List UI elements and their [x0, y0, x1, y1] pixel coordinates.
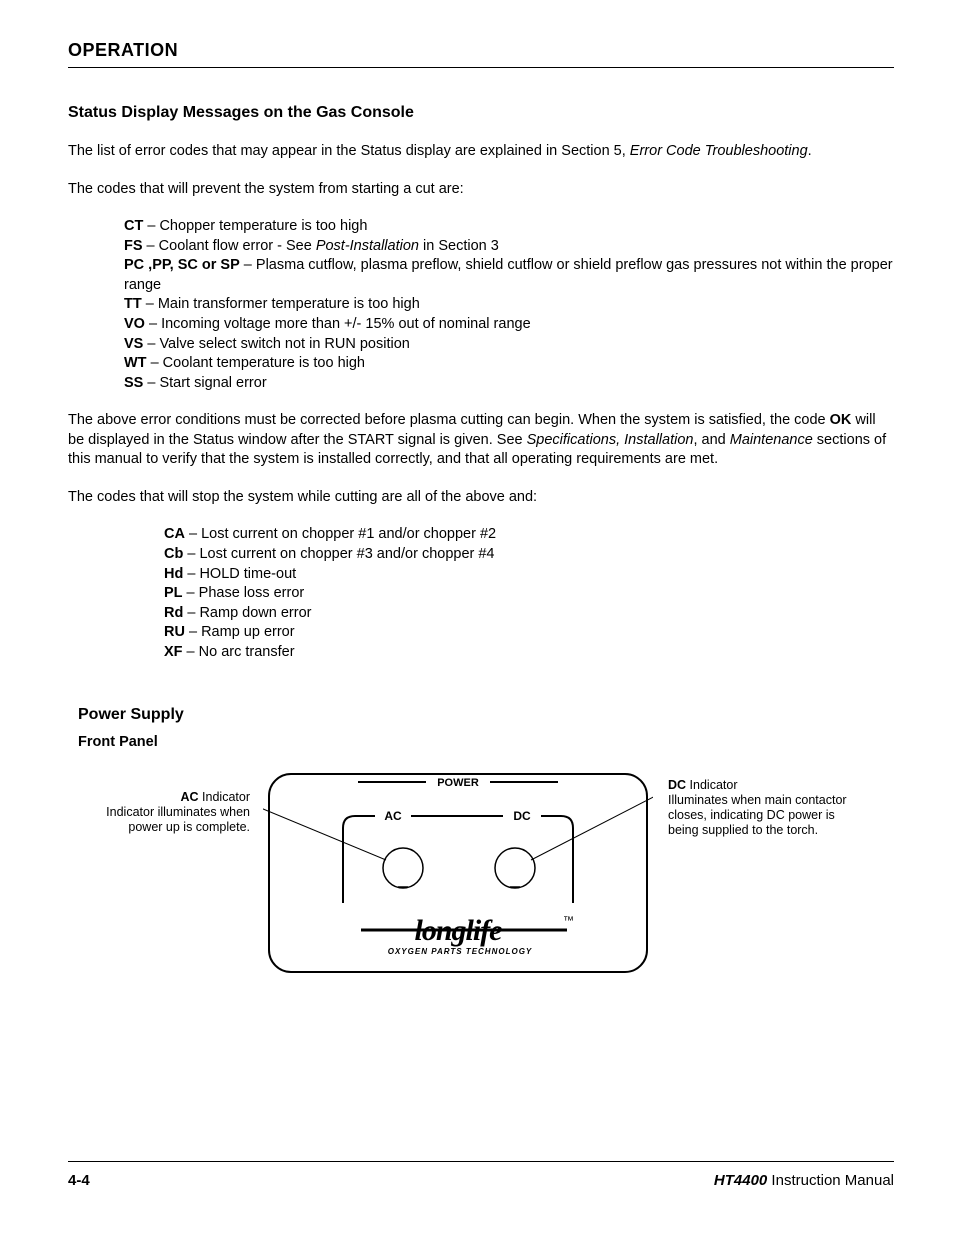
power-label: POWER: [437, 777, 479, 789]
code-rd: Rd: [164, 605, 183, 621]
intro-paragraph: The list of error codes that may appear …: [68, 142, 894, 162]
panel-inner-bracket: [343, 816, 573, 903]
code-list-stop: CA – Lost current on chopper #1 and/or c…: [164, 525, 894, 662]
model-number: HT4400: [714, 1172, 767, 1189]
code-row: WT – Coolant temperature is too high: [124, 354, 894, 374]
dc-callout-label: DC: [668, 778, 686, 792]
footer-row: 4-4 HT4400 Instruction Manual: [68, 1172, 894, 1189]
intro-post: .: [808, 143, 812, 159]
code-row: TT – Main transformer temperature is too…: [124, 295, 894, 315]
code-row: CT – Chopper temperature is too high: [124, 217, 894, 237]
code-desc-italic: Post-Installation: [316, 238, 419, 254]
front-panel-svg: POWER AC DC longlife ™ OXYGEN PARTS TECH…: [263, 768, 653, 978]
code-vo: VO: [124, 316, 145, 332]
code-row: Hd – HOLD time-out: [164, 565, 894, 585]
dc-label: DC: [513, 809, 531, 823]
code-tt: TT: [124, 296, 142, 312]
section-title-status: Status Display Messages on the Gas Conso…: [68, 104, 894, 122]
code-ss: SS: [124, 375, 143, 391]
dc-callout-word: Indicator: [686, 778, 737, 792]
section-title-power-supply: Power Supply: [78, 706, 894, 724]
code-ct: CT: [124, 218, 143, 234]
mid-paragraph: The above error conditions must be corre…: [68, 411, 894, 470]
intro-italic: Error Code Troubleshooting: [630, 143, 808, 159]
ac-callout: AC Indicator Indicator illuminates when …: [80, 790, 250, 835]
code-cb: Cb: [164, 546, 183, 562]
brand-tm: ™: [563, 915, 574, 927]
code-desc: – Ramp up error: [185, 624, 295, 640]
ac-callout-label: AC: [181, 790, 199, 804]
code-row: FS – Coolant flow error - See Post-Insta…: [124, 237, 894, 257]
code-list-prevent: CT – Chopper temperature is too high FS …: [124, 217, 894, 393]
code-fs: FS: [124, 238, 143, 254]
code-hd: Hd: [164, 566, 183, 582]
code-desc-post: in Section 3: [419, 238, 499, 254]
page-number: 4-4: [68, 1172, 90, 1189]
code-row: Rd – Ramp down error: [164, 604, 894, 624]
code-desc: – Coolant temperature is too high: [147, 355, 365, 371]
code-ru: RU: [164, 624, 185, 640]
code-pc-pp-sc-sp: PC ,PP, SC or SP: [124, 257, 240, 273]
code-pl: PL: [164, 585, 183, 601]
midpara-it2: Maintenance: [730, 432, 813, 448]
code-row: XF – No arc transfer: [164, 643, 894, 663]
code-desc-pre: – Coolant flow error - See: [143, 238, 316, 254]
code-xf: XF: [164, 644, 183, 660]
midpara-mid2: , and: [693, 432, 729, 448]
manual-tail: Instruction Manual: [767, 1172, 894, 1189]
dc-leader-line: [531, 792, 653, 860]
midpara-it1: Specifications, Installation: [527, 432, 694, 448]
manual-title: HT4400 Instruction Manual: [714, 1172, 894, 1189]
code-row: PL – Phase loss error: [164, 584, 894, 604]
intro-pre: The list of error codes that may appear …: [68, 143, 630, 159]
midpara-ok: OK: [830, 412, 852, 428]
page-footer: 4-4 HT4400 Instruction Manual: [68, 1161, 894, 1189]
footer-rule: [68, 1161, 894, 1162]
header-rule: [68, 67, 894, 68]
code-row: RU – Ramp up error: [164, 623, 894, 643]
ac-leader-line: [263, 806, 386, 860]
para-prevent-start: The codes that will prevent the system f…: [68, 180, 894, 200]
ac-label: AC: [384, 809, 402, 823]
dc-indicator-icon: [495, 848, 535, 888]
subsection-title-front-panel: Front Panel: [78, 734, 894, 750]
code-row: SS – Start signal error: [124, 374, 894, 394]
code-desc: – Valve select switch not in RUN positio…: [143, 336, 410, 352]
ac-indicator-icon: [383, 848, 423, 888]
code-row: Cb – Lost current on chopper #3 and/or c…: [164, 545, 894, 565]
code-desc: – Lost current on chopper #1 and/or chop…: [185, 526, 496, 542]
code-desc: – No arc transfer: [183, 644, 295, 660]
page-header-title: OPERATION: [68, 40, 894, 61]
brand-tagline: OXYGEN PARTS TECHNOLOGY: [388, 947, 533, 956]
code-desc: – Plasma cutflow, plasma preflow, shield…: [124, 257, 893, 293]
dc-callout-desc: Illuminates when main contactor closes, …: [668, 793, 847, 837]
code-vs: VS: [124, 336, 143, 352]
code-desc: – Start signal error: [143, 375, 266, 391]
code-desc: – HOLD time-out: [183, 566, 296, 582]
code-row: VO – Incoming voltage more than +/- 15% …: [124, 315, 894, 335]
para-stop-cutting: The codes that will stop the system whil…: [68, 488, 894, 508]
code-wt: WT: [124, 355, 147, 371]
code-row: PC ,PP, SC or SP – Plasma cutflow, plasm…: [124, 256, 894, 295]
ac-callout-desc: Indicator illuminates when power up is c…: [106, 805, 250, 834]
front-panel-figure: AC Indicator Indicator illuminates when …: [68, 768, 888, 988]
code-desc: – Ramp down error: [183, 605, 311, 621]
code-ca: CA: [164, 526, 185, 542]
ac-callout-word: Indicator: [199, 790, 250, 804]
code-row: CA – Lost current on chopper #1 and/or c…: [164, 525, 894, 545]
code-desc: – Incoming voltage more than +/- 15% out…: [145, 316, 531, 332]
midpara-pre: The above error conditions must be corre…: [68, 412, 830, 428]
code-desc: – Phase loss error: [183, 585, 305, 601]
code-desc: – Main transformer temperature is too hi…: [142, 296, 420, 312]
code-row: VS – Valve select switch not in RUN posi…: [124, 335, 894, 355]
code-desc: – Chopper temperature is too high: [143, 218, 367, 234]
code-desc: – Lost current on chopper #3 and/or chop…: [183, 546, 494, 562]
dc-callout: DC Indicator Illuminates when main conta…: [668, 778, 858, 838]
